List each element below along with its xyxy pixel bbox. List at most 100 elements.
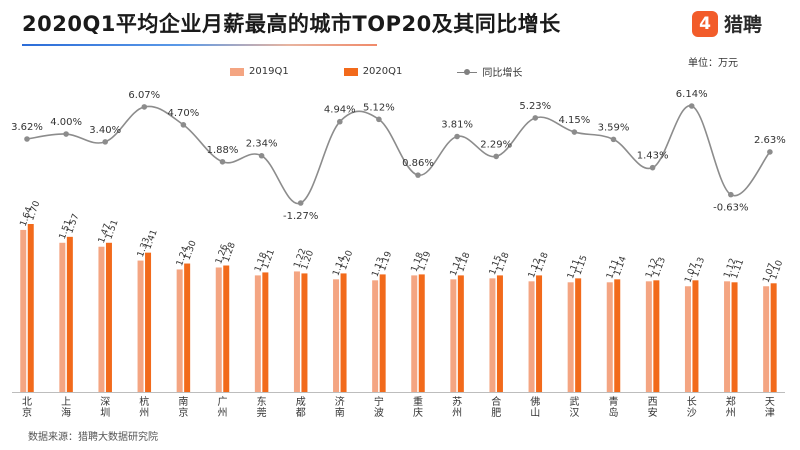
bar-label-2020: 1.15 (574, 254, 590, 276)
category-label: 郑 (726, 395, 736, 408)
growth-label: 5.23% (519, 101, 551, 112)
category-label: 肥 (491, 407, 501, 419)
category-label: 州 (139, 407, 149, 419)
chart-legend: 2019Q1 2020Q1 同比增长 (230, 64, 522, 79)
growth-label: 2.34% (246, 139, 278, 150)
category-label: 京 (22, 406, 32, 419)
growth-point (415, 172, 421, 178)
title-underline (22, 44, 377, 46)
category-label: 山 (530, 407, 540, 419)
growth-label: 3.40% (89, 125, 121, 136)
bar-2019 (372, 280, 379, 392)
category-label: 波 (374, 406, 384, 419)
bar-2020 (496, 275, 503, 392)
bar-label-2020: 1.18 (456, 251, 472, 274)
bar-label-2020: 1.19 (378, 250, 394, 273)
growth-point (297, 200, 304, 206)
category-label: 南 (178, 395, 188, 408)
bar-2020 (379, 274, 386, 392)
bar-label-2020: 1.18 (495, 251, 511, 274)
growth-point (532, 115, 539, 121)
bar-2019 (489, 278, 496, 392)
growth-label: 6.14% (676, 89, 708, 100)
legend-swatch-2020 (343, 67, 358, 76)
growth-label: 4.70% (168, 108, 200, 119)
bar-label-2020: 1.18 (534, 251, 550, 274)
bar-2019 (567, 282, 574, 392)
bar-2019 (215, 267, 222, 392)
bar-2019 (684, 286, 691, 392)
category-label: 州 (218, 407, 228, 419)
bar-2019 (763, 286, 770, 392)
growth-point (102, 139, 108, 145)
category-label: 京 (178, 406, 188, 419)
category-label: 州 (452, 407, 462, 419)
bar-2019 (254, 275, 261, 392)
logo-text: 猎聘 (724, 14, 763, 36)
bar-2020 (770, 283, 777, 392)
bar-2020 (614, 279, 621, 392)
bar-2019 (333, 279, 340, 392)
category-label: 宁 (374, 395, 384, 408)
growth-point (258, 152, 265, 159)
bar-2020 (653, 280, 660, 392)
growth-point (180, 122, 187, 128)
growth-point (649, 164, 656, 171)
growth-point (493, 153, 500, 160)
category-label: 圳 (100, 407, 110, 419)
growth-label: 2.29% (480, 139, 512, 150)
category-label: 佛 (530, 395, 540, 408)
bar-2019 (137, 260, 144, 392)
category-label: 天 (765, 397, 775, 408)
bar-label-2020: 1.41 (143, 228, 159, 250)
bar-2020 (66, 236, 73, 392)
growth-label: 2.63% (754, 135, 786, 146)
growth-point (688, 103, 695, 109)
bar-label-2020: 1.30 (183, 239, 199, 262)
category-label: 州 (726, 407, 736, 419)
growth-line (26, 105, 771, 205)
category-label: 津 (765, 407, 775, 419)
growth-point (610, 136, 617, 143)
category-label: 汉 (569, 407, 579, 419)
bar-2019 (59, 242, 66, 392)
growth-point (454, 133, 460, 140)
bar-2020 (301, 273, 308, 392)
bar-2019 (724, 281, 731, 392)
category-label: 都 (296, 407, 306, 419)
growth-label: 1.88% (207, 145, 239, 156)
category-label: 杭 (139, 395, 149, 408)
bar-2019 (293, 271, 300, 392)
category-label: 海 (61, 406, 71, 419)
category-label: 青 (609, 395, 619, 408)
logo-mark-icon: 4 (692, 10, 718, 37)
growth-label: 4.00% (50, 117, 82, 128)
bar-2020 (575, 278, 582, 392)
category-label: 西 (648, 397, 658, 408)
bar-2019 (98, 246, 105, 392)
category-label: 成 (296, 396, 306, 408)
legend-label-2020: 2020Q1 (362, 66, 403, 77)
category-label: 上 (61, 396, 71, 408)
bar-2020 (692, 280, 699, 392)
chart-title: 2020Q1平均企业月薪最高的城市TOP20及其同比增长 (22, 12, 561, 36)
legend-label-2019: 2019Q1 (249, 66, 289, 77)
growth-label: 0.86% (402, 158, 434, 169)
bar-label-2020: 1.51 (104, 219, 120, 241)
growth-label: 4.94% (324, 105, 356, 116)
legend-swatch-2019 (230, 67, 244, 76)
legend-label-growth: 同比增长 (482, 68, 523, 79)
bar-2019 (176, 269, 183, 392)
category-label: 莞 (257, 407, 267, 419)
brand-logo: 4 猎聘 (692, 10, 762, 37)
growth-label: 3.62% (11, 122, 43, 133)
category-label: 武 (569, 395, 579, 408)
growth-point (728, 191, 734, 198)
growth-point (337, 118, 343, 125)
category-label: 沙 (687, 407, 697, 419)
bar-2019 (528, 281, 535, 392)
category-label: 合 (491, 395, 501, 408)
growth-label: -1.27% (283, 211, 318, 222)
bar-label-2020: 1.14 (613, 255, 629, 278)
